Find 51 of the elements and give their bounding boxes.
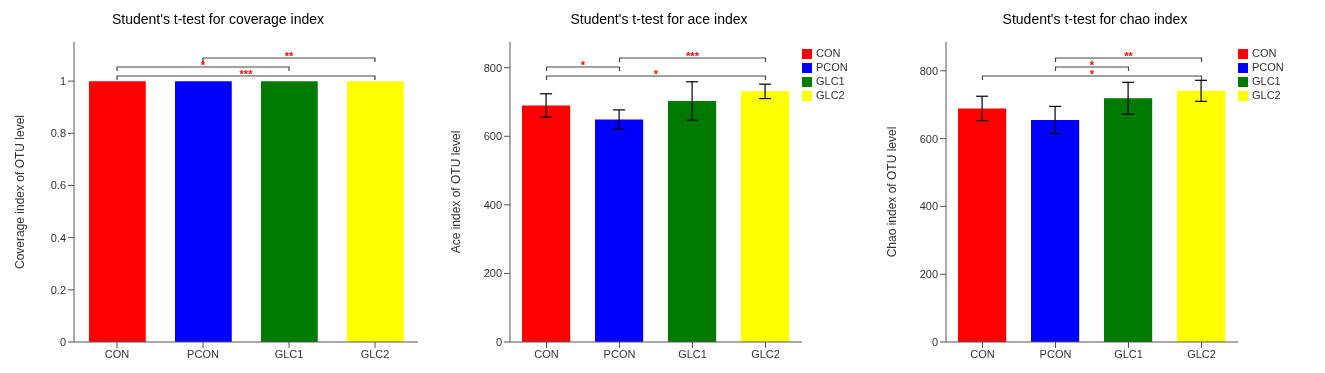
legend-label: CON: [1252, 47, 1277, 59]
legend-label: GLC2: [1252, 89, 1281, 101]
annotation: *: [653, 68, 659, 80]
y-tick-label: 400: [919, 200, 938, 213]
y-tick-label: 800: [483, 61, 502, 74]
x-tick-label: CON: [970, 347, 995, 360]
x-tick-label: GLC1: [1114, 347, 1143, 360]
annotation: *: [1089, 59, 1095, 71]
x-tick-label: GLC1: [678, 347, 707, 360]
y-tick-label: 400: [483, 198, 502, 211]
x-tick-label: PCON: [603, 347, 636, 360]
y-axis-title: Coverage index of OTU level: [13, 114, 28, 270]
legend-label: CON: [816, 47, 841, 59]
y-tick-label: 0.2: [50, 283, 66, 296]
y-tick-label: 600: [919, 132, 938, 145]
x-tick-label: CON: [534, 347, 559, 360]
annotation: ***: [239, 68, 254, 80]
y-tick-label: 0: [931, 335, 938, 348]
y-tick-label: 0: [495, 335, 502, 348]
legend-label: GLC1: [816, 75, 845, 87]
legend-label: GLC2: [816, 89, 845, 101]
annotation: *: [1089, 68, 1095, 80]
x-tick-label: PCON: [1039, 347, 1072, 360]
legend-label: PCON: [1252, 61, 1284, 73]
annotation: *: [580, 59, 586, 71]
chart-title: Student's t-test for coverage index: [111, 10, 325, 29]
y-tick-label: 800: [919, 64, 938, 77]
chart-title: Student's t-test for chao index: [1001, 10, 1189, 29]
y-tick-label: 1: [59, 75, 66, 88]
annotation: **: [1124, 50, 1134, 62]
x-tick-label: GLC2: [1187, 347, 1216, 360]
x-tick-label: GLC2: [751, 347, 780, 360]
x-tick-label: PCON: [187, 347, 219, 360]
x-tick-label: GLC1: [274, 347, 304, 360]
x-tick-label: CON: [104, 347, 130, 360]
y-tick-label: 200: [483, 267, 502, 280]
y-tick-label: 200: [919, 268, 938, 281]
legend-label: PCON: [816, 61, 848, 73]
y-axis-title: Chao index of OTU level: [885, 126, 900, 258]
x-tick-label: GLC2: [360, 347, 390, 360]
y-tick-label: 0.8: [50, 127, 66, 140]
y-tick-label: 0.4: [50, 231, 66, 244]
annotation: **: [284, 50, 294, 62]
annotation: ***: [686, 50, 700, 62]
y-tick-label: 600: [483, 130, 502, 143]
y-tick-label: 0.6: [50, 179, 66, 192]
chart-title: Student's t-test for ace index: [569, 10, 749, 29]
annotation: *: [200, 59, 206, 71]
y-axis-title: Ace index of OTU level: [449, 130, 464, 254]
y-tick-label: 0: [59, 335, 66, 348]
legend-label: GLC1: [1252, 75, 1281, 87]
